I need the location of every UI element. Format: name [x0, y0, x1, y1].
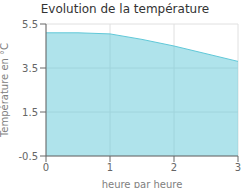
svg-text:3: 3 [235, 162, 241, 173]
svg-text:-0.5: -0.5 [18, 151, 38, 162]
html-text:Evolution de la température: Evolution de la température [40, 2, 210, 16]
svg-text:Température en °C: Température en °C [8, 43, 10, 138]
svg-text:1: 1 [107, 162, 113, 173]
svg-text:2: 2 [171, 162, 177, 173]
svg-text:heure par heure: heure par heure [102, 179, 183, 188]
svg-text:0: 0 [43, 162, 49, 173]
svg-text:5.5: 5.5 [22, 19, 38, 30]
svg-text:3.5: 3.5 [22, 63, 38, 74]
svg-text:1.5: 1.5 [22, 107, 38, 118]
